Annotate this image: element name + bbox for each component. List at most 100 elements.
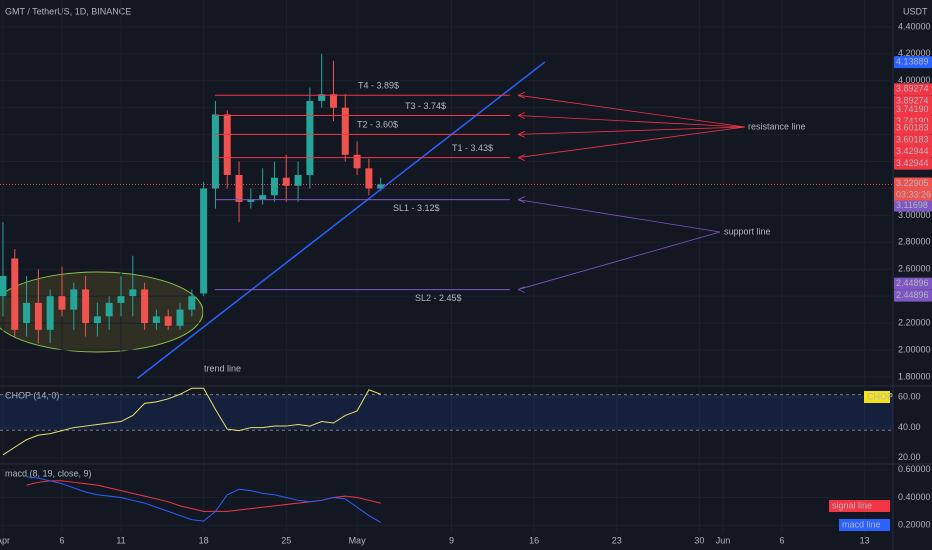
price-badge-label: 3.89274 (896, 96, 929, 106)
level-label: T4 - 3.89$ (358, 81, 399, 91)
band (0, 394, 893, 431)
candle-body (223, 114, 231, 175)
candle-body (11, 258, 19, 330)
price-badge (894, 177, 932, 190)
price-badge-label: 2.44896 (896, 290, 929, 300)
y-tick-label: 1.80000 (898, 371, 931, 381)
x-tick-label: 6 (59, 535, 64, 545)
level-label: T1 - 3.43$ (452, 143, 493, 153)
candle-body (294, 175, 302, 186)
level-label: SL1 - 3.12$ (393, 203, 440, 213)
price-badge (894, 103, 932, 116)
y-tick-label: 2.00000 (898, 344, 931, 354)
price-badge-label: 3.42944 (896, 158, 929, 168)
indicator-title: macd (8, 19, close, 9) (5, 468, 92, 478)
y-tick-label: 2.80000 (898, 237, 931, 247)
candle-body (365, 168, 373, 189)
price-badge (894, 122, 932, 135)
price-badge (894, 199, 932, 212)
y-tick-label: 4.40000 (898, 21, 931, 31)
y-tick-label: 0.20000 (898, 520, 931, 530)
candle-body (58, 296, 66, 310)
countdown-badge (894, 189, 932, 201)
annotation-arrow (517, 231, 721, 290)
y-tick-label: 2.20000 (898, 317, 931, 327)
currency: USDT (903, 6, 928, 16)
price-badge (894, 277, 932, 290)
annotation-arrow (517, 94, 746, 128)
candle-body (70, 289, 78, 310)
price-badge (894, 157, 932, 170)
legend-badge (839, 519, 890, 531)
candle-body (129, 289, 137, 297)
price-badge-label: 3.60183 (896, 135, 929, 145)
y-tick-label: 40.00 (898, 422, 921, 432)
arrow-head (517, 131, 526, 138)
level-label: SL2 - 2.45$ (415, 293, 462, 303)
candle-body (247, 199, 255, 202)
candle-body (152, 316, 160, 324)
price-badge-label: 2.44896 (896, 278, 929, 288)
x-tick-label: 23 (612, 535, 622, 545)
candle-body (318, 94, 326, 101)
candle-body (105, 302, 113, 317)
candle-body (306, 100, 314, 175)
candle-body (211, 114, 219, 189)
symbol-title: GMT / TetherUS, 1D, BINANCE (5, 6, 131, 16)
x-tick-label: May (349, 535, 367, 545)
price-badge (894, 289, 932, 302)
candle-body (235, 175, 243, 202)
candle-body (46, 296, 54, 330)
price-badge-label: 3.42944 (896, 146, 929, 156)
candle-body (141, 289, 149, 324)
y-tick-label: 3.00000 (898, 210, 931, 220)
legend-badge (829, 500, 890, 512)
legend-label: CHOP (867, 391, 893, 401)
candle-body (200, 188, 208, 294)
annotation-arrow (517, 126, 746, 135)
candle-body (34, 302, 42, 330)
y-tick-label: 20.00 (898, 452, 921, 462)
arrow-head (517, 112, 526, 119)
arrow-head (517, 196, 526, 204)
price-badge (894, 134, 932, 147)
arrow-head (517, 286, 526, 293)
candle-body (282, 177, 290, 186)
price-badge-label: 3.11698 (896, 200, 928, 210)
price-badge-label: 3.22905 (896, 178, 929, 188)
price-badge-label: 4.13889 (896, 56, 929, 66)
annotation-label: resistance line (748, 121, 806, 131)
candle-body (377, 184, 385, 189)
candle-body (341, 107, 349, 155)
y-tick-label: 4.20000 (898, 48, 931, 58)
price-badge (894, 145, 932, 158)
indicator-line (26, 476, 381, 523)
x-tick-label: 6 (780, 535, 785, 545)
x-tick-label: 16 (529, 535, 539, 545)
indicator-line (2, 387, 381, 456)
trend-line (137, 61, 546, 379)
legend-label: macd line (842, 519, 881, 529)
candle-body (188, 296, 196, 310)
price-badge-label: 3.60183 (896, 123, 929, 133)
trend-line-label: trend line (204, 363, 241, 373)
price-badge-label: 3.89274 (896, 84, 929, 94)
level-label: T3 - 3.74$ (405, 101, 446, 111)
countdown: 03:33:26 (896, 189, 931, 199)
x-tick-label: Apr (0, 535, 10, 545)
x-tick-label: 13 (860, 535, 870, 545)
candle-body (82, 289, 90, 324)
candle-body (270, 177, 278, 196)
indicator-title: CHOP (14, 0) (5, 390, 59, 400)
arrow-head (517, 154, 526, 161)
candle-body (117, 296, 125, 303)
x-tick-label: 25 (281, 535, 291, 545)
y-tick-label: 60.00 (898, 392, 921, 402)
candle-body (176, 309, 184, 326)
annotation-arrow (517, 115, 746, 128)
arrow-head (517, 91, 526, 99)
y-tick-label: 0.40000 (898, 492, 931, 502)
annotation-label: support line (724, 226, 771, 236)
level-label: T2 - 3.60$ (357, 120, 398, 130)
